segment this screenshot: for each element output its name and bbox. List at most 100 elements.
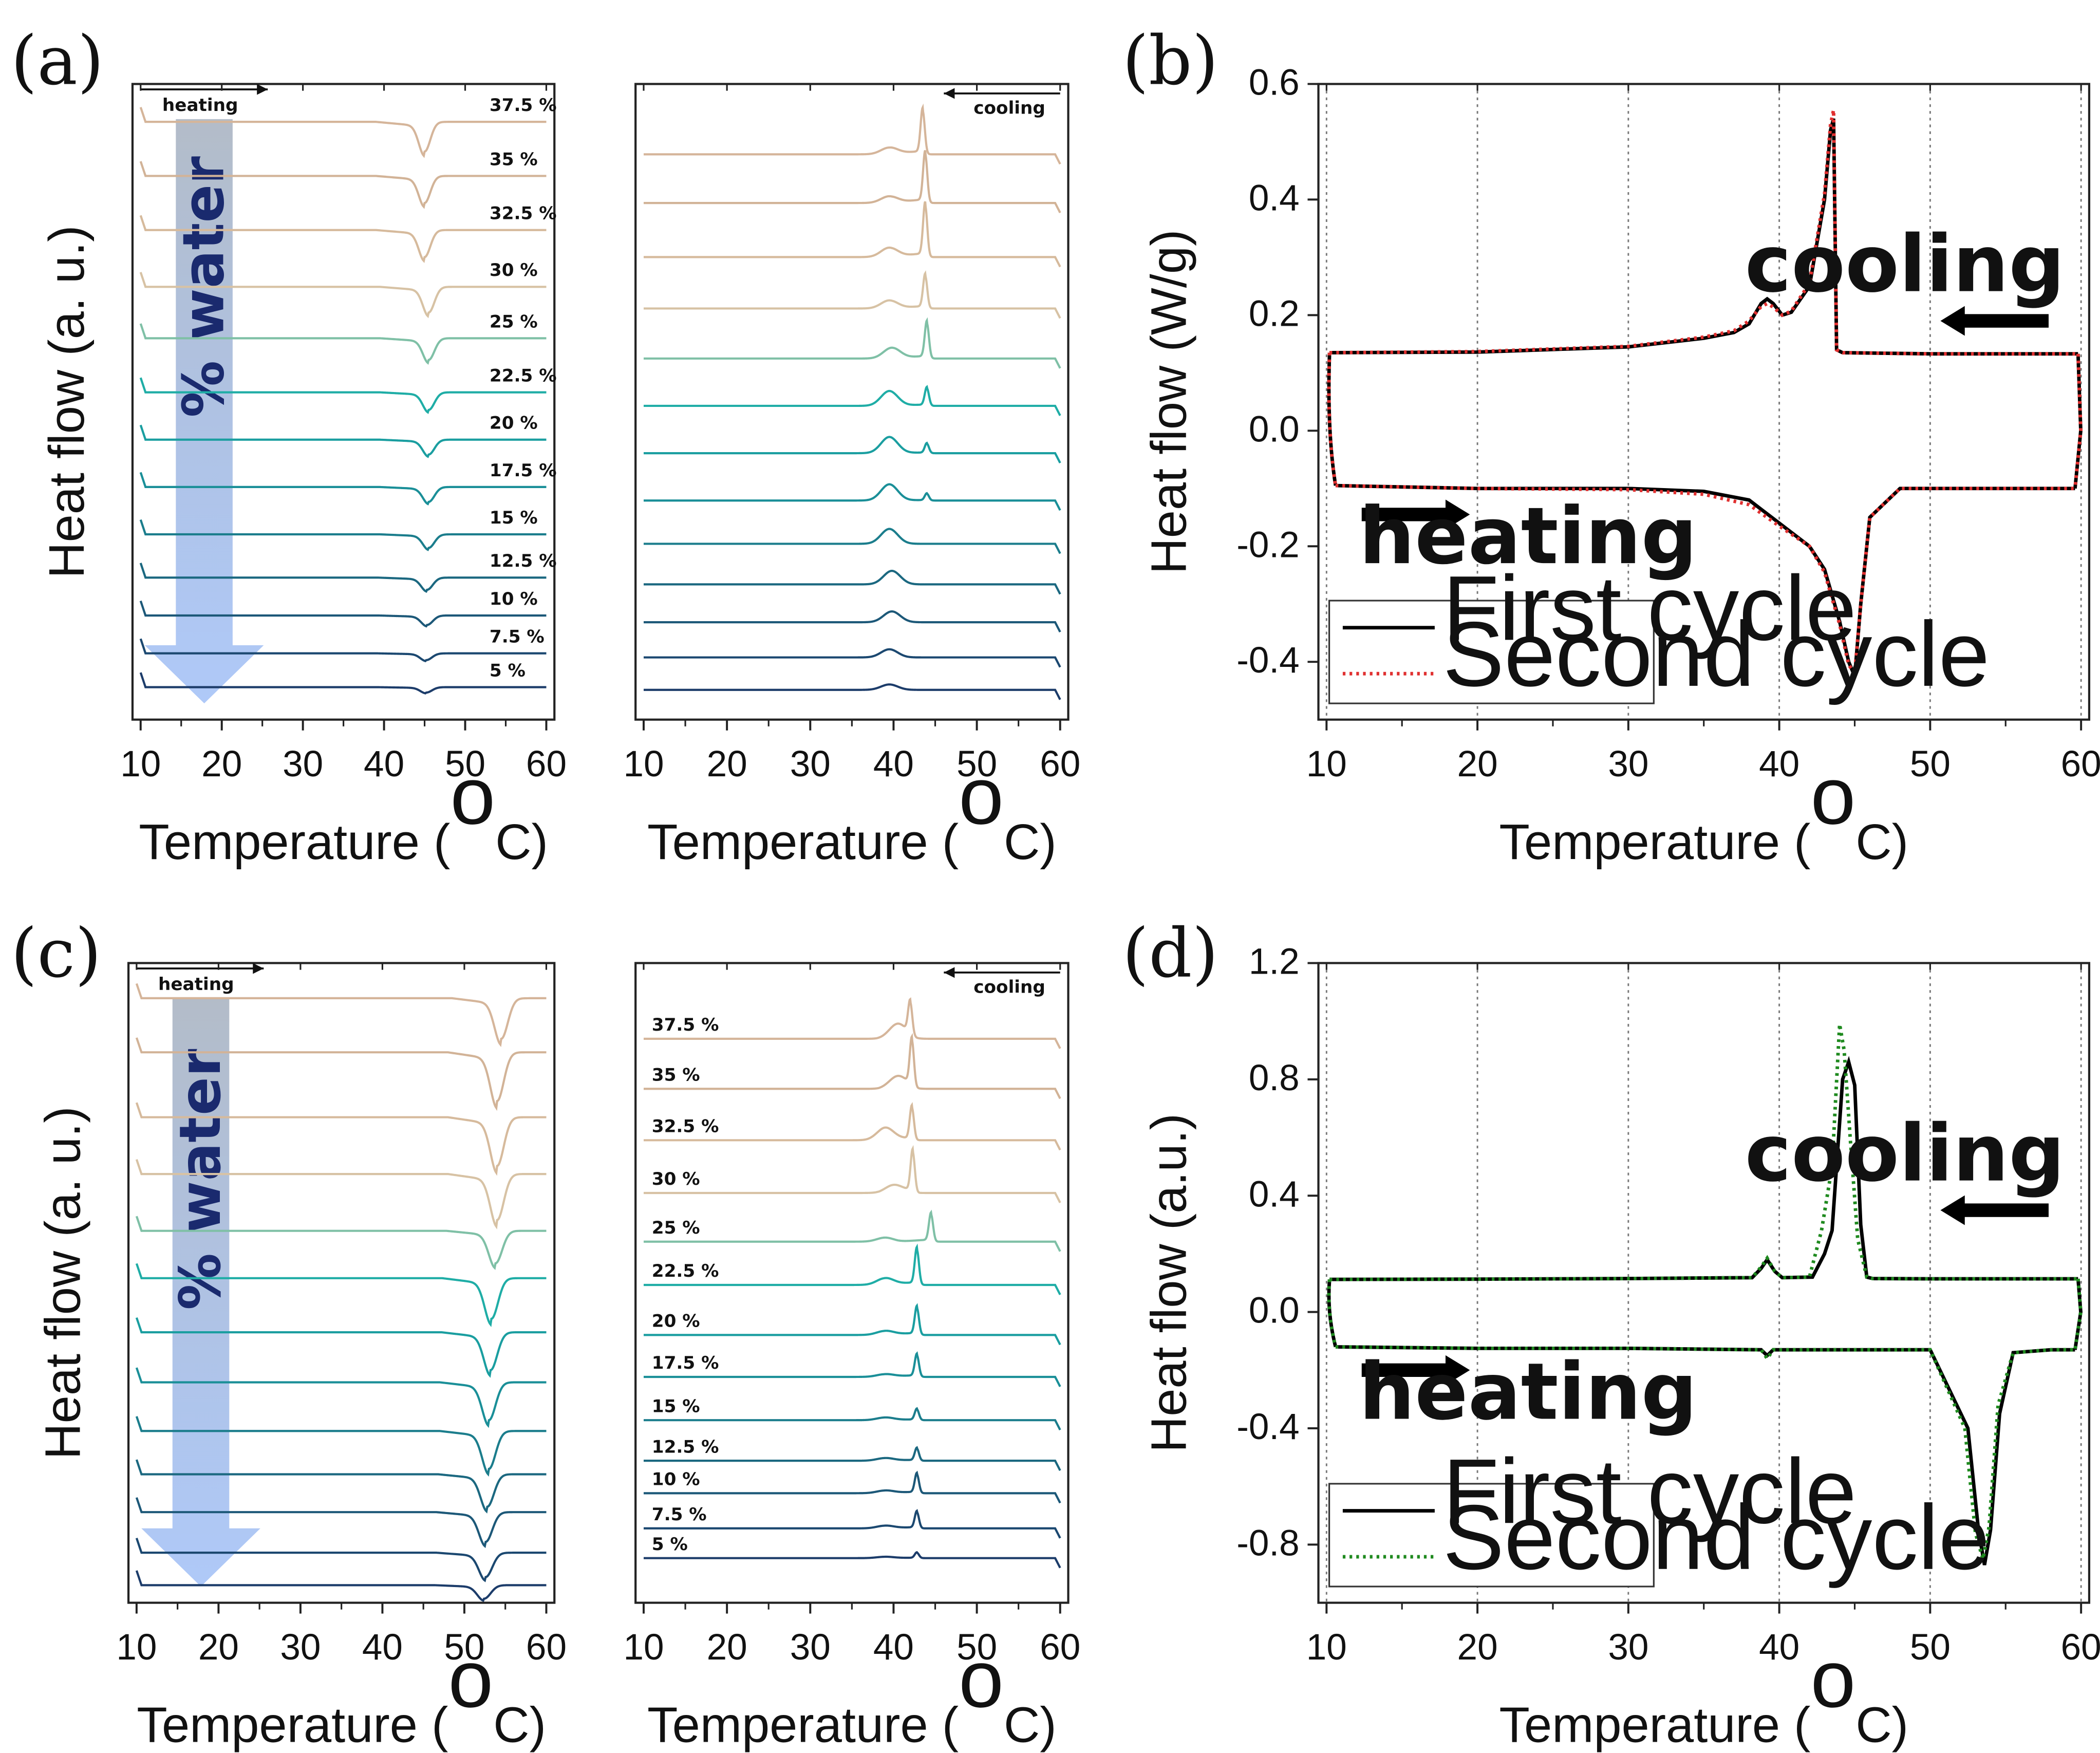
curve-label: 30 % [490, 260, 538, 281]
x-axis-title-degree: o [959, 1634, 1004, 1724]
curve-label: 7.5 % [652, 1504, 707, 1525]
cooling-curve [643, 1351, 1061, 1387]
cooling-label: cooling [973, 977, 1045, 997]
heating-curve [135, 1216, 547, 1271]
curve-label: 32.5 % [652, 1116, 719, 1137]
x-tick-label: 60 [526, 1627, 567, 1668]
cooling-curve [643, 683, 1061, 700]
legend-box [1328, 1483, 1655, 1588]
x-axis-title: Temperature (oC) [647, 1634, 1057, 1752]
y-tick-label: 0.6 [1249, 63, 1300, 103]
curve-label: 20 % [490, 413, 538, 434]
x-tick-label: 20 [1457, 1627, 1498, 1668]
x-tick-label: 10 [116, 1627, 157, 1668]
heating-curve [135, 983, 547, 1048]
y-tick-label: 0.8 [1249, 1058, 1300, 1098]
x-tick-label: 40 [873, 1627, 914, 1668]
x-tick-label: 40 [873, 744, 914, 785]
y-tick-label: 0.2 [1249, 293, 1300, 334]
heating-curve [139, 323, 547, 365]
x-tick-label: 50 [445, 744, 485, 785]
heating-curve [139, 638, 547, 663]
x-axis-title-unit: C) [493, 1697, 546, 1753]
heating-curve [139, 672, 547, 695]
x-axis-title-unit: C) [495, 814, 548, 870]
curve-label: 35 % [490, 149, 538, 170]
cooling-curve [643, 150, 1061, 214]
cooling-label: cooling [973, 98, 1045, 118]
heating-curve [135, 1416, 547, 1477]
water-label: % water [167, 1049, 234, 1310]
panel-b-plot: -0.4 -0.2 0.0 0.2 0.4 0.6 cooling heatingFirst … [1141, 63, 2100, 870]
water-arrow-icon [141, 998, 260, 1587]
x-axis-title: Temperature (oC) [1499, 1634, 1908, 1752]
cooling-curve [643, 528, 1061, 554]
cooling-curve [643, 1102, 1061, 1151]
series-line-cooling [1329, 109, 2078, 356]
x-axis-title-main: Temperature ( [139, 814, 450, 870]
cooling-label: cooling [1745, 219, 2065, 310]
heating-curve [135, 1102, 547, 1176]
plot-frame [634, 83, 1070, 721]
y-tick-label: -0.4 [1236, 640, 1299, 681]
curve-label: 35 % [652, 1065, 700, 1085]
heating-curve [135, 1037, 547, 1111]
x-tick-label: 60 [2061, 744, 2100, 785]
y-axis-title: Heat flow (a. u.) [39, 225, 95, 578]
series-cap-right [2073, 353, 2083, 489]
curve-label: 25 % [652, 1218, 700, 1238]
x-tick-label: 30 [790, 1627, 831, 1668]
x-tick-label: 40 [362, 1627, 403, 1668]
curve-label: 5 % [490, 660, 526, 681]
y-tick-label: 1.2 [1249, 942, 1300, 982]
heating-curve [139, 563, 547, 593]
heating-arrow-head-icon [257, 84, 268, 95]
heating-curve [139, 600, 547, 628]
cooling-curve [643, 1551, 1061, 1569]
legend-label: First cycle [1443, 1440, 1857, 1542]
x-tick-label: 10 [1306, 1627, 1347, 1668]
heating-arrow-icon [1361, 499, 1470, 530]
x-tick-label: 50 [957, 1627, 997, 1668]
cooling-curve [643, 1145, 1061, 1203]
heating-curve [139, 107, 547, 158]
x-tick-label: 20 [707, 744, 747, 785]
curve-label: 37.5 % [652, 1015, 719, 1035]
water-arrow-icon [144, 119, 264, 704]
heating-curve [139, 161, 547, 209]
cooling-arrow-icon [1940, 1195, 2049, 1225]
cooling-arrow-head-icon [944, 967, 955, 978]
series-cap-right [2073, 1278, 2083, 1350]
x-axis-title-main: Temperature ( [1499, 814, 1810, 870]
heating-curve [135, 1459, 547, 1514]
cooling-curve [643, 483, 1061, 511]
curve-label: 7.5 % [490, 627, 545, 647]
x-axis-title-main: Temperature ( [137, 1697, 448, 1753]
x-tick-label: 60 [1040, 744, 1080, 785]
x-axis-title-main: Temperature ( [1499, 1697, 1810, 1753]
curve-label: 22.5 % [652, 1261, 719, 1281]
cooling-curve [643, 1209, 1061, 1252]
x-axis-title: Temperature (oC) [647, 751, 1057, 869]
panel-label-c: (c) [11, 915, 101, 993]
x-axis-title-degree: o [959, 751, 1004, 841]
cooling-curve [643, 610, 1061, 633]
curve-label: 15 % [490, 508, 538, 528]
x-axis-title-degree: o [1810, 751, 1855, 841]
x-tick-label: 30 [1608, 1627, 1648, 1668]
x-tick-label: 30 [280, 1627, 321, 1668]
legend-label: Second cycle [1443, 603, 1990, 705]
curve-label: 10 % [652, 1469, 700, 1490]
heating-curve [139, 272, 547, 319]
x-tick-label: 50 [1910, 1627, 1951, 1668]
x-axis-title-degree: o [1810, 1634, 1855, 1724]
legend-label: Second cycle [1443, 1486, 1990, 1589]
cooling-curve [643, 1508, 1061, 1539]
heating-curve [135, 1367, 547, 1428]
panel-c-cooling-plot: cooling 37.5 % 35 % 32.5 % 30 % 25 % 22.5 % 20 … [623, 962, 1080, 1753]
heating-curve [139, 215, 547, 264]
y-tick-label: 0.0 [1249, 409, 1300, 450]
x-tick-label: 50 [957, 744, 997, 785]
x-tick-label: 10 [623, 1627, 664, 1668]
